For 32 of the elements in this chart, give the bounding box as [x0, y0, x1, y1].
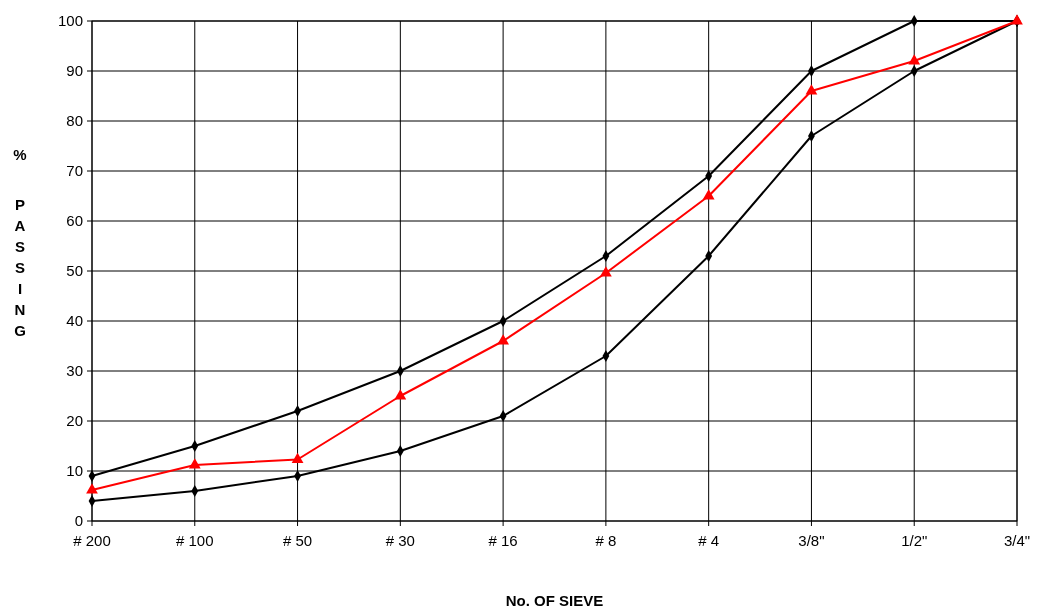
point [291, 452, 304, 463]
point [86, 483, 98, 494]
x-tick-label: # 16 [488, 532, 518, 549]
point [188, 458, 201, 469]
y-tick-label: 50 [66, 262, 83, 280]
text: % PASSING [13, 146, 27, 339]
point [702, 189, 715, 200]
y-tick-label: 20 [66, 412, 83, 430]
x-tick-label: 3/8" [798, 532, 825, 549]
y-tick-label: 10 [66, 462, 83, 480]
y-tick-label: 0 [74, 512, 83, 530]
x-tick-label: # 30 [385, 532, 415, 549]
x-tick-label: # 8 [595, 532, 617, 549]
y-tick-label: 60 [66, 212, 83, 230]
x-tick-label: 3/4" [1003, 532, 1031, 549]
point [497, 334, 509, 345]
y-tick-label: 100 [57, 12, 83, 30]
point [908, 54, 921, 65]
point [600, 266, 612, 277]
y-tick-label: 70 [66, 162, 83, 180]
x-axis-title: No. OF SIEVE [505, 592, 604, 609]
y-tick-label: 30 [66, 362, 83, 380]
x-tick-label: # 50 [282, 532, 313, 549]
point [805, 84, 818, 95]
x-tick-label: # 200 [73, 532, 111, 549]
x-tick-label: # 4 [698, 532, 720, 549]
point [394, 389, 407, 400]
x-tick-label: # 100 [176, 532, 214, 549]
y-tick-label: 80 [66, 112, 83, 130]
y-tick-label: 90 [66, 62, 83, 80]
x-tick-label: 1/2" [901, 532, 928, 549]
y-tick-label: 40 [66, 312, 83, 330]
